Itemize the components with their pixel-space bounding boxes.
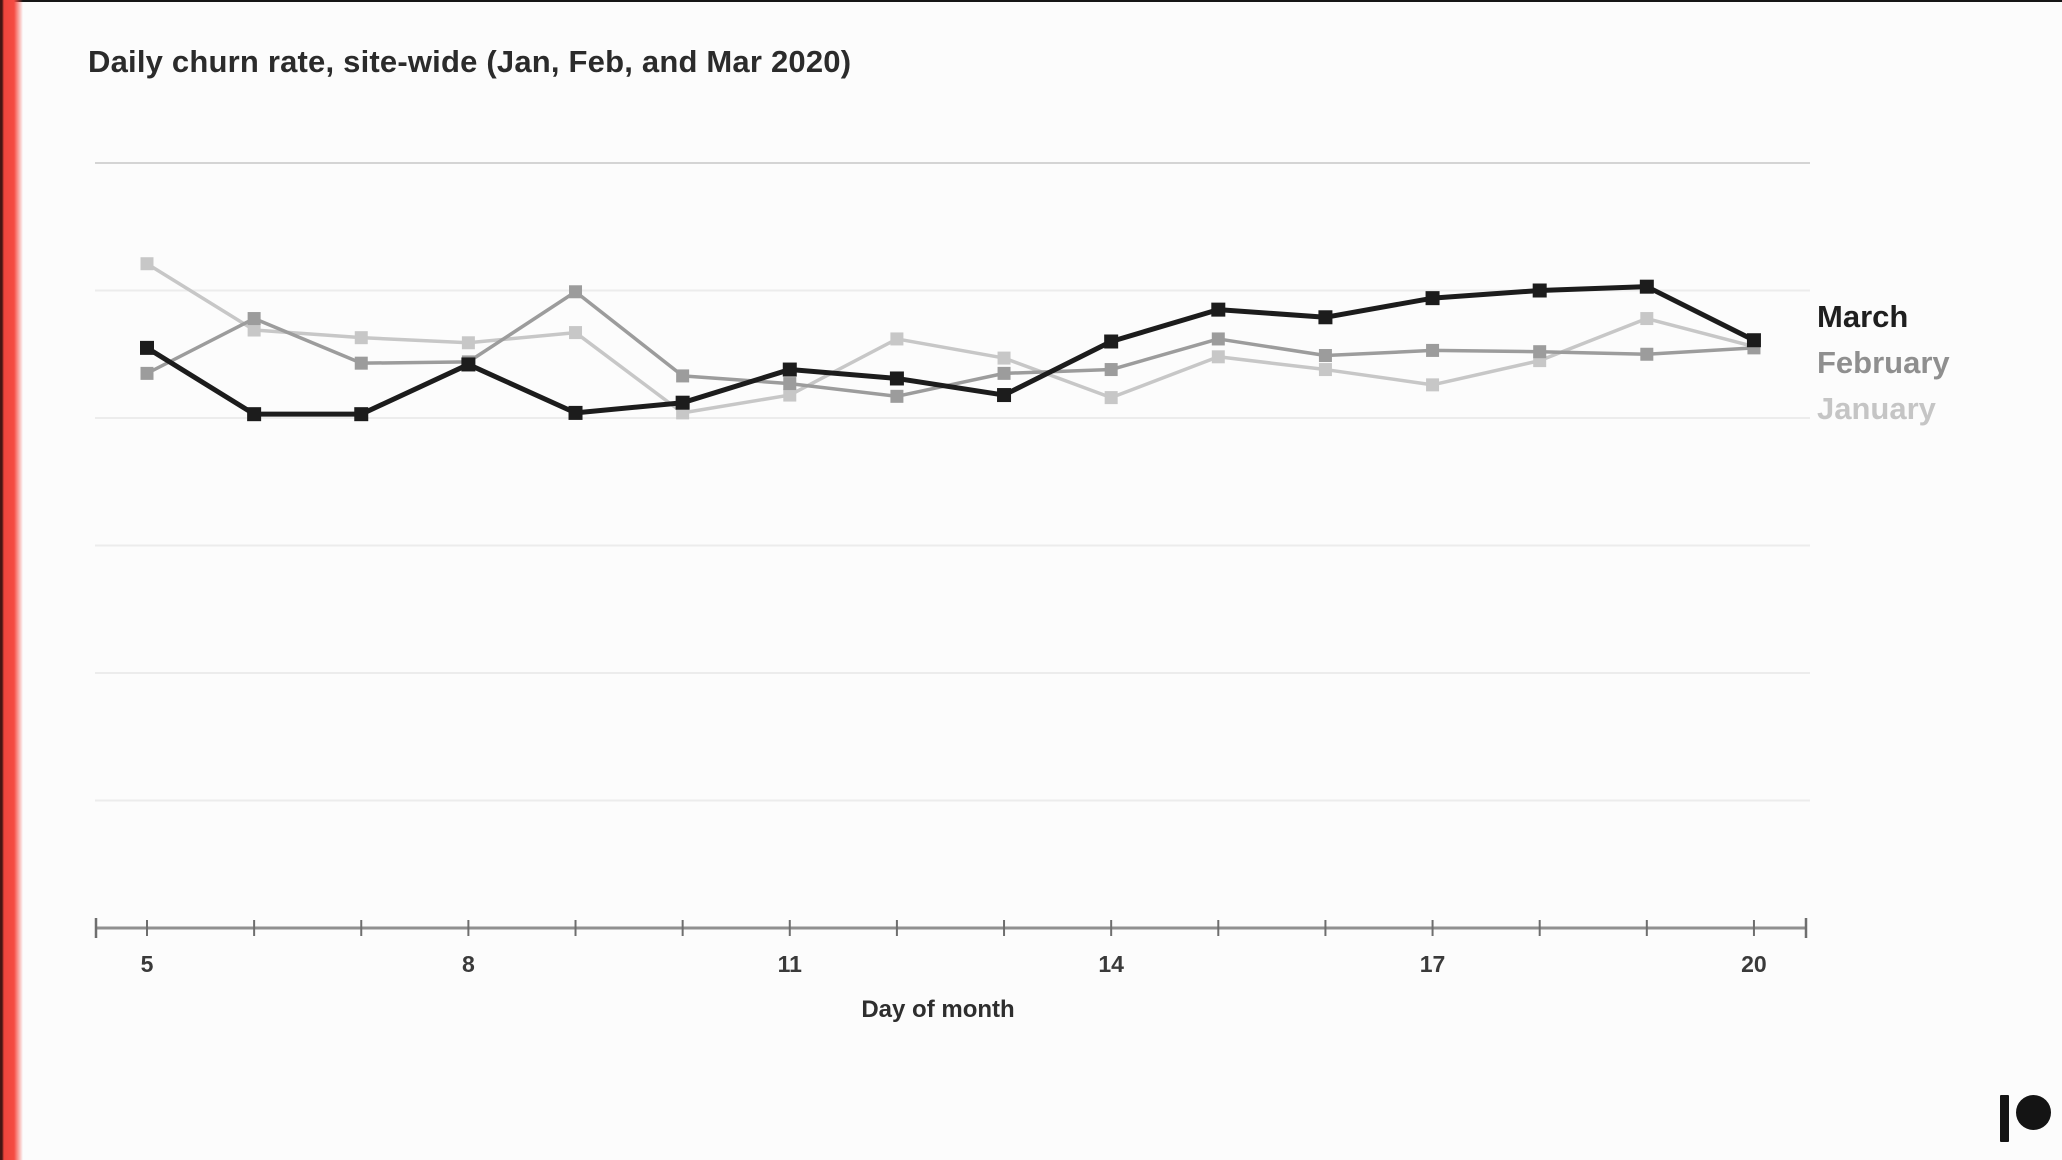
series-line-january xyxy=(145,261,1756,415)
marker-january xyxy=(1211,350,1225,364)
marker-march xyxy=(1639,279,1654,294)
marker-january xyxy=(461,336,475,350)
x-tick-label: 17 xyxy=(1420,951,1446,977)
marker-january xyxy=(1104,391,1118,405)
marker-february xyxy=(1640,347,1654,361)
x-tick-label: 20 xyxy=(1741,951,1767,977)
marker-february xyxy=(1533,345,1547,359)
patreon-logo-icon xyxy=(2000,1095,2056,1145)
marker-january xyxy=(890,332,904,346)
marker-march xyxy=(247,407,262,422)
marker-february xyxy=(783,377,797,391)
series-line-february xyxy=(145,290,1756,399)
marker-january xyxy=(247,323,261,337)
marker-january xyxy=(569,326,583,340)
x-tick-label: 11 xyxy=(778,951,803,977)
marker-march xyxy=(1425,291,1440,306)
marker-march xyxy=(568,405,583,420)
marker-march xyxy=(461,357,476,372)
marker-march xyxy=(1532,283,1547,298)
marker-february xyxy=(354,356,368,370)
marker-march xyxy=(782,362,797,377)
marker-march xyxy=(997,388,1012,403)
marker-january xyxy=(783,388,797,402)
marker-march xyxy=(1211,302,1226,317)
marker-february xyxy=(890,389,904,403)
marker-january xyxy=(1318,363,1332,377)
legend-january: January xyxy=(1817,391,1936,426)
patreon-logo-circle xyxy=(2016,1095,2051,1130)
marker-february xyxy=(1318,349,1332,363)
x-tick-label: 8 xyxy=(462,951,475,977)
marker-march xyxy=(1318,310,1333,325)
chart-legend: March February January xyxy=(1817,294,1950,432)
marker-march xyxy=(140,340,154,355)
marker-january xyxy=(140,257,154,271)
marker-march xyxy=(675,395,690,410)
series-line-march xyxy=(144,284,1757,417)
top-border-line xyxy=(0,0,2062,2)
marker-february xyxy=(997,366,1011,380)
marker-january xyxy=(1426,378,1440,392)
x-axis-label: Day of month xyxy=(861,996,1015,1023)
chart-title: Daily churn rate, site-wide (Jan, Feb, a… xyxy=(88,44,852,79)
patreon-logo-bar xyxy=(2000,1095,2009,1142)
marker-january xyxy=(354,331,368,345)
x-tick-label: 5 xyxy=(141,951,154,977)
marker-march xyxy=(1746,333,1761,348)
marker-february xyxy=(247,312,261,326)
legend-march: March xyxy=(1817,299,1909,334)
marker-march xyxy=(889,371,904,386)
marker-january xyxy=(1640,312,1654,326)
marker-february xyxy=(1104,363,1118,377)
x-tick-label: 14 xyxy=(1098,951,1124,977)
marker-march xyxy=(1104,334,1119,349)
legend-february: February xyxy=(1817,345,1950,380)
left-accent-bar xyxy=(0,0,24,1160)
marker-february xyxy=(140,366,154,380)
marker-february xyxy=(676,369,690,383)
marker-january xyxy=(997,351,1011,365)
marker-february xyxy=(1211,332,1225,346)
marker-february xyxy=(1426,343,1440,357)
marker-february xyxy=(569,285,583,299)
marker-march xyxy=(354,407,369,422)
